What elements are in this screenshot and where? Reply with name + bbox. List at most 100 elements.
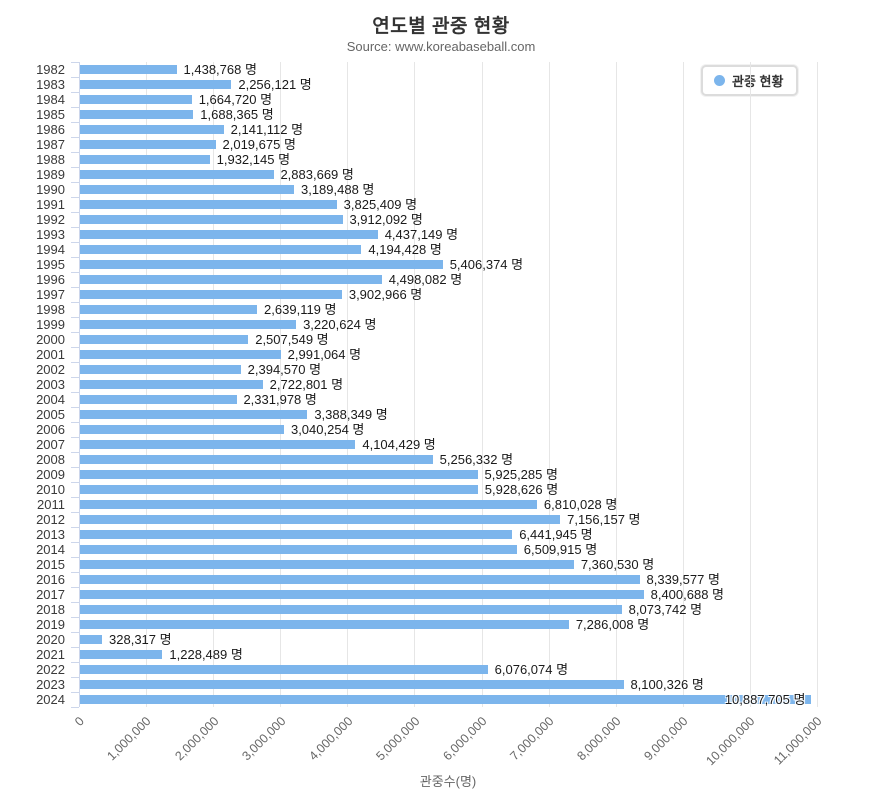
bar[interactable] (80, 590, 644, 599)
grid-line (616, 62, 617, 707)
y-tick-label: 2021 (36, 647, 65, 662)
bar-value-label: 6,441,945 명 (519, 527, 593, 542)
bar[interactable] (80, 260, 443, 269)
bar[interactable] (80, 125, 224, 134)
bar[interactable] (80, 410, 308, 419)
bar[interactable] (80, 620, 569, 629)
bar[interactable] (80, 500, 537, 509)
y-axis-tick (71, 167, 79, 168)
bar-value-label: 2,639,119 명 (264, 302, 337, 317)
y-axis-tick (71, 107, 79, 108)
bar[interactable] (80, 485, 478, 494)
bar[interactable] (80, 65, 177, 74)
bar-value-label: 2,507,549 명 (255, 332, 329, 347)
y-tick-label: 2003 (36, 377, 65, 392)
y-tick-label: 2004 (36, 392, 65, 407)
bar[interactable] (80, 155, 210, 164)
x-axis-title: 관중수(명) (419, 774, 477, 789)
bar[interactable] (80, 380, 263, 389)
bar[interactable] (80, 395, 237, 404)
bar[interactable] (80, 215, 343, 224)
bar[interactable] (80, 530, 513, 539)
bar[interactable] (80, 365, 241, 374)
bar-value-label: 7,286,008 명 (575, 617, 650, 632)
bar-value-label: 3,040,254 명 (290, 422, 365, 437)
bar-value-label: 5,406,374 명 (449, 257, 524, 272)
y-axis-tick (71, 137, 79, 138)
bar[interactable] (80, 515, 561, 524)
bar[interactable] (80, 665, 488, 674)
x-tick-label: 9,000,000 (641, 714, 691, 764)
bar[interactable] (80, 95, 192, 104)
y-tick-label: 1995 (36, 257, 65, 272)
bar-value-label: 8,100,326 명 (630, 677, 704, 692)
bar[interactable] (80, 275, 382, 284)
bar-value-label: 1,438,768 명 (183, 62, 257, 77)
grid-line (347, 62, 348, 707)
y-axis-tick (71, 197, 79, 198)
bar[interactable] (80, 305, 258, 314)
y-tick-label: 2013 (36, 527, 65, 542)
bar[interactable] (80, 290, 342, 299)
y-axis-tick (71, 692, 79, 693)
bar[interactable] (80, 200, 337, 209)
bar[interactable] (80, 695, 811, 704)
y-tick-label: 1987 (36, 137, 65, 152)
bar-value-label: 1,664,720 명 (198, 92, 273, 107)
bar[interactable] (80, 110, 194, 119)
bar[interactable] (80, 455, 433, 464)
y-tick-label: 2024 (36, 692, 65, 707)
y-axis-tick (71, 527, 79, 528)
y-tick-label: 1992 (36, 212, 65, 227)
bar[interactable] (80, 140, 216, 149)
y-tick-label: 2023 (36, 677, 65, 692)
bar[interactable] (80, 335, 249, 344)
y-tick-label: 2020 (36, 632, 65, 647)
y-axis-tick (71, 287, 79, 288)
bar[interactable] (80, 440, 356, 449)
y-tick-label: 2014 (36, 542, 65, 557)
bar[interactable] (80, 80, 232, 89)
bar-value-label: 1,932,145 명 (216, 152, 291, 167)
bar[interactable] (80, 170, 274, 179)
bar[interactable] (80, 635, 102, 644)
y-axis-tick (71, 497, 79, 498)
y-tick-label: 1994 (36, 242, 65, 257)
chart-subtitle: Source: www.koreabaseball.com (346, 39, 536, 54)
bar[interactable] (80, 470, 478, 479)
y-tick-label: 1984 (36, 92, 65, 107)
bar[interactable] (80, 185, 294, 194)
legend[interactable]: 관중 현황 (701, 65, 799, 96)
y-tick-label: 1996 (36, 272, 65, 287)
bar[interactable] (80, 650, 163, 659)
bar-value-label: 3,825,409 명 (343, 197, 418, 212)
bar[interactable] (80, 605, 622, 614)
bar[interactable] (80, 350, 281, 359)
y-axis-tick (71, 152, 79, 153)
y-axis-tick (71, 452, 79, 453)
x-tick-label: 8,000,000 (574, 714, 624, 764)
bar[interactable] (80, 575, 640, 584)
y-tick-label: 1997 (36, 287, 65, 302)
bar-value-label: 8,400,688 명 (650, 587, 725, 602)
bar[interactable] (80, 230, 378, 239)
bar-value-label: 6,810,028 명 (543, 497, 618, 512)
bar[interactable] (80, 560, 574, 569)
bar[interactable] (80, 545, 517, 554)
y-axis-tick (71, 542, 79, 543)
grid-line (414, 62, 415, 707)
bar[interactable] (80, 425, 284, 434)
bar[interactable] (80, 680, 624, 689)
bar[interactable] (80, 320, 297, 329)
y-tick-label: 2006 (36, 422, 65, 437)
y-axis-tick (71, 422, 79, 423)
legend-label: 관중 현황 (732, 74, 784, 89)
y-tick-label: 2009 (36, 467, 65, 482)
y-tick-label: 2019 (36, 617, 65, 632)
y-axis-tick (71, 77, 79, 78)
y-tick-label: 2022 (36, 662, 65, 677)
y-axis-tick (71, 122, 79, 123)
y-axis-tick (71, 272, 79, 273)
bar[interactable] (80, 245, 362, 254)
x-tick-label: 1,000,000 (104, 714, 154, 764)
